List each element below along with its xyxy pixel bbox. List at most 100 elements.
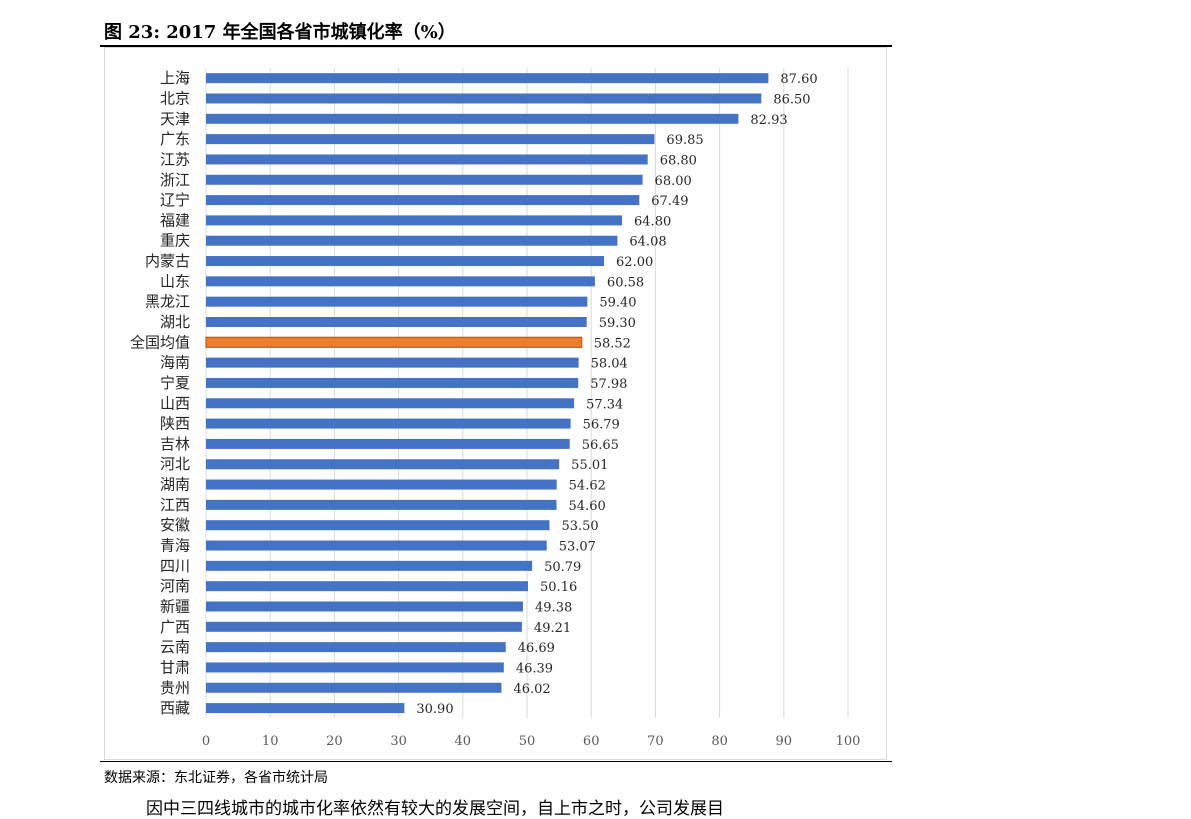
- bar: [206, 154, 648, 165]
- value-label: 59.30: [599, 316, 636, 331]
- x-tick-label: 100: [836, 734, 861, 749]
- x-tick-label: 60: [583, 734, 600, 749]
- value-label: 68.00: [655, 174, 692, 189]
- category-label: 西藏: [160, 699, 190, 717]
- bar: [206, 418, 571, 429]
- category-label: 宁夏: [160, 374, 190, 392]
- value-label: 69.85: [666, 133, 703, 148]
- value-label: 57.34: [586, 397, 623, 412]
- value-label: 64.80: [634, 214, 671, 229]
- bar: [206, 377, 579, 388]
- value-label: 87.60: [780, 72, 817, 87]
- value-label: 30.90: [416, 702, 453, 717]
- bar: [206, 357, 579, 368]
- x-tick-label: 90: [776, 734, 793, 749]
- category-label: 广东: [160, 130, 190, 148]
- x-tick-label: 10: [262, 734, 279, 749]
- bar-chart: 0 10 20 30 40 50 60 70 80 90 100 上海 87.60 北京 86.50 天津 82…: [130, 68, 861, 749]
- value-label: 46.39: [516, 661, 553, 676]
- x-tick-label: 0: [202, 734, 210, 749]
- value-label: 56.79: [583, 418, 620, 433]
- x-tick-label: 40: [455, 734, 472, 749]
- bar: [206, 398, 575, 409]
- category-label: 浙江: [160, 171, 190, 189]
- bar: [206, 134, 655, 145]
- bar: [206, 479, 557, 490]
- source-note: 数据来源：东北证券，各省市统计局: [104, 770, 328, 786]
- value-label: 49.38: [535, 600, 572, 615]
- category-label: 贵州: [160, 679, 190, 697]
- bar: [206, 296, 588, 307]
- value-label: 68.80: [660, 153, 697, 168]
- value-label: 46.69: [518, 641, 555, 656]
- category-label: 云南: [160, 638, 190, 656]
- bar-highlight: [205, 336, 583, 348]
- bar: [206, 520, 550, 531]
- bar: [206, 195, 640, 206]
- bar: [206, 317, 587, 327]
- category-label: 黑龙江: [145, 293, 190, 311]
- x-tick-label: 20: [326, 734, 343, 749]
- x-tick-label: 50: [519, 734, 536, 749]
- title-rule: [100, 45, 892, 47]
- category-label: 甘肃: [160, 658, 190, 676]
- category-label: 福建: [160, 211, 190, 229]
- category-label: 山西: [160, 394, 190, 412]
- value-label: 82.93: [750, 113, 787, 128]
- bar: [206, 215, 623, 226]
- value-label: 55.01: [571, 458, 608, 473]
- category-label: 海南: [160, 354, 190, 372]
- bar: [206, 174, 643, 185]
- x-tick-label: 30: [390, 734, 407, 749]
- bar: [206, 642, 506, 653]
- value-label: 62.00: [616, 255, 653, 270]
- bar: [206, 621, 522, 632]
- x-tick-label: 70: [647, 734, 664, 749]
- bar: [206, 235, 618, 246]
- bar: [206, 540, 547, 551]
- source-rule: [100, 761, 892, 762]
- value-label: 53.07: [559, 540, 596, 555]
- category-label: 北京: [160, 89, 190, 107]
- bar: [206, 256, 605, 267]
- category-label: 江西: [160, 496, 190, 514]
- category-label: 吉林: [160, 435, 190, 453]
- value-label: 86.50: [773, 92, 810, 107]
- bar: [206, 682, 502, 693]
- chart-area: 0 10 20 30 40 50 60 70 80 90 100 上海 87.60 北京 86.50 天津 82…: [104, 47, 887, 760]
- category-label: 山东: [160, 272, 190, 290]
- value-label: 54.62: [569, 479, 606, 494]
- value-label: 46.02: [513, 682, 550, 697]
- category-label: 湖北: [160, 313, 190, 331]
- category-label: 天津: [160, 110, 190, 128]
- bar: [206, 499, 557, 510]
- bar: [206, 438, 570, 449]
- category-label: 内蒙古: [145, 252, 190, 270]
- bar: [206, 459, 560, 470]
- category-label: 四川: [160, 557, 190, 575]
- bar: [206, 662, 504, 673]
- category-label: 全国均值: [130, 333, 190, 351]
- value-label: 57.98: [590, 377, 627, 392]
- value-label: 58.52: [594, 336, 631, 351]
- category-label: 河南: [160, 577, 190, 595]
- category-label: 广西: [160, 618, 190, 636]
- value-label: 56.65: [582, 438, 619, 453]
- category-label: 重庆: [160, 232, 190, 250]
- bar: [206, 703, 405, 714]
- category-label: 青海: [160, 537, 190, 555]
- value-label: 50.79: [544, 560, 581, 575]
- category-label: 新疆: [160, 597, 190, 615]
- bar: [206, 93, 762, 104]
- figure-title: 图 23: 2017 年全国各省市城镇化率（%）: [104, 22, 456, 43]
- bar: [206, 581, 529, 592]
- x-tick-label: 80: [711, 734, 728, 749]
- category-label: 湖南: [160, 476, 190, 494]
- value-label: 59.40: [599, 296, 636, 311]
- value-label: 58.04: [591, 357, 628, 372]
- bar: [206, 601, 524, 612]
- value-label: 60.58: [607, 275, 644, 290]
- value-label: 54.60: [569, 499, 606, 514]
- category-label: 上海: [160, 69, 190, 87]
- category-label: 安徽: [160, 516, 190, 534]
